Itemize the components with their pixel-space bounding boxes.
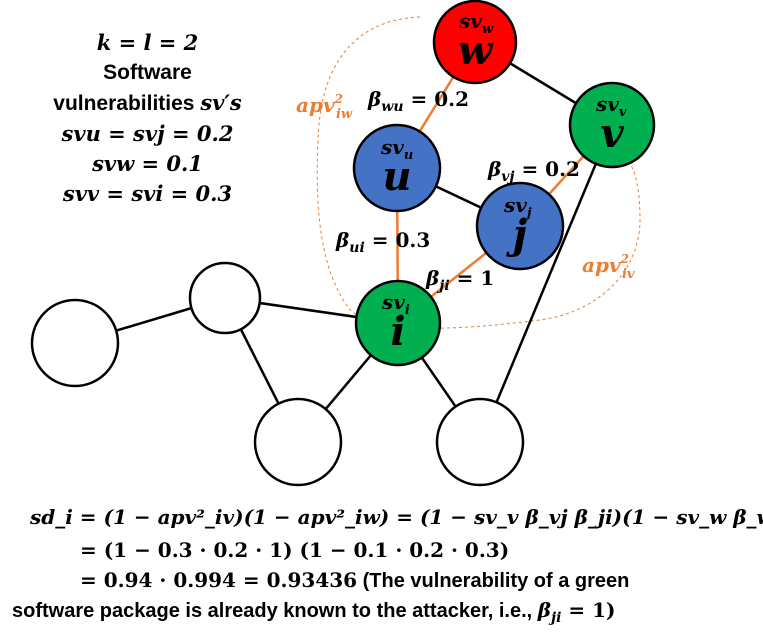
apv-label-iw: apv2 iw [296, 92, 353, 122]
node-white-bottom-left [253, 397, 343, 487]
node-i [354, 279, 442, 367]
node-i-label: i [390, 308, 405, 355]
node-w-label: w [458, 27, 494, 74]
param-svu-svj: svu = svj = 0.2 [61, 121, 234, 146]
params-block: k = l = 2 Software vulnerabilities sv′s … [30, 28, 265, 209]
edge-label-beta-wu: βwu = 0.2 [367, 87, 469, 115]
edge-label-beta-vj: βvj = 0.2 [487, 157, 580, 185]
param-software: Software [103, 61, 192, 84]
formula-4-text: software package is already known to the… [12, 600, 538, 622]
param-kl: k = l = 2 [96, 30, 199, 55]
formula-line-1: sd_i = (1 − apv²_iv)(1 − apv²_iw) = (1 −… [30, 505, 763, 530]
formula-1-text: sd_i = (1 − apv²_iv)(1 − apv²_iw) = (1 −… [30, 505, 763, 529]
edge-labels: βwu = 0.2 βvj = 0.2 βui = 0.3 βji = 1 apv2 iw… [296, 87, 635, 294]
node-j [475, 181, 565, 271]
formula-4-tail: = 1) [561, 598, 616, 622]
node-u-label: u [382, 153, 411, 200]
edge-v-bottom [478, 124, 614, 443]
formula-line-2: = (1 − 0.3 · 0.2 · 1) (1 − 0.1 · 0.2 · 0… [80, 538, 509, 563]
node-white-left [30, 298, 120, 388]
node-w [432, 0, 518, 85]
formula-3-text: (The vulnerability of a green [357, 570, 630, 592]
param-svv-svi: svv = svi = 0.3 [62, 181, 233, 206]
formula-4-sub: ji [551, 610, 562, 626]
formula-line-3: = 0.94 · 0.994 = 0.93436 (The vulnerabil… [80, 568, 629, 593]
param-vuln-line: vulnerabilities sv′s [30, 88, 265, 119]
node-white-bottom-right [435, 397, 525, 487]
formula-4-beta: β [537, 598, 552, 622]
param-svw: svw = 0.1 [92, 151, 203, 176]
param-vuln-math: sv′s [200, 90, 242, 115]
param-vuln-text: vulnerabilities [53, 92, 195, 115]
node-v [568, 81, 656, 169]
edge-label-beta-ji: βji = 1 [425, 266, 494, 294]
formula-2-text: = (1 − 0.3 · 0.2 · 1) (1 − 0.1 · 0.2 · 0… [80, 538, 510, 562]
node-u [352, 123, 442, 213]
formula-3-math: = 0.94 · 0.994 = 0.93436 [80, 568, 358, 592]
node-v-label: v [600, 110, 624, 157]
node-white-top [188, 261, 262, 335]
edge-label-beta-ui: βui = 0.3 [335, 228, 430, 256]
white-nodes [30, 261, 525, 487]
apv-label-iv: apv2 iv [582, 252, 635, 282]
formula-line-4: software package is already known to the… [12, 598, 616, 626]
